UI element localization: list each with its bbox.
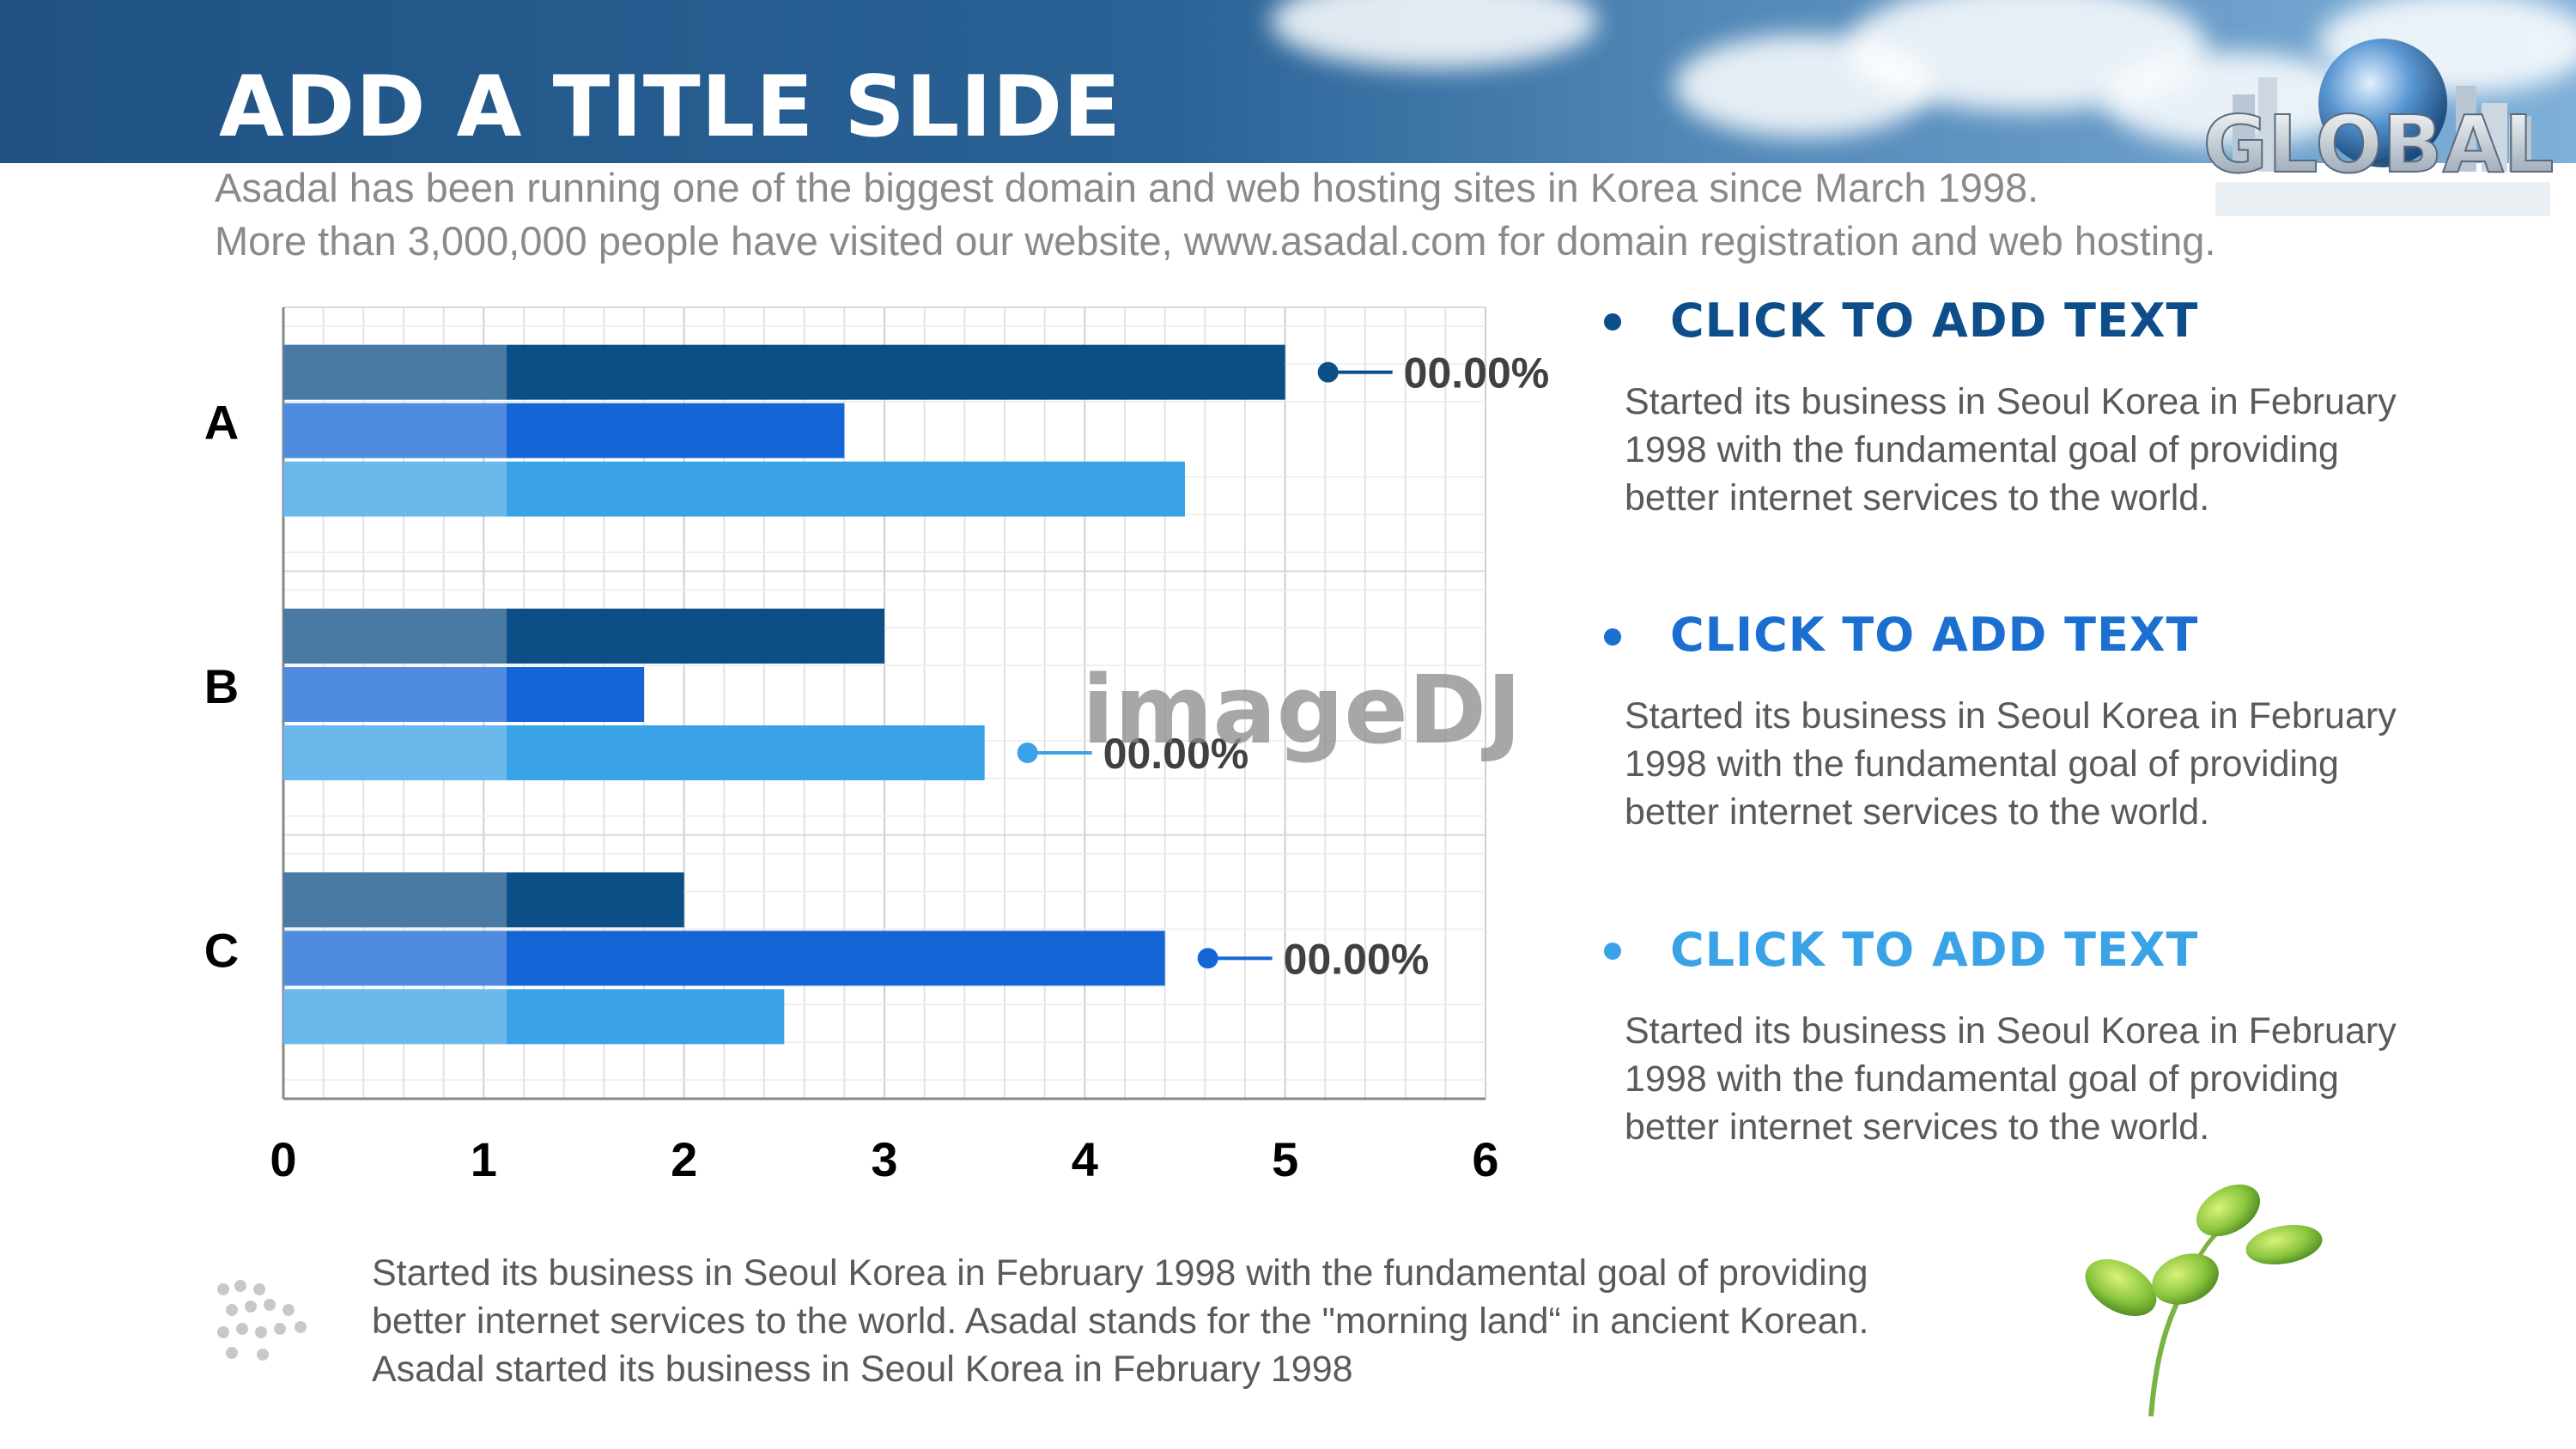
- subtitle-line: Asadal has been running one of the bigge…: [215, 165, 2039, 210]
- footer-line: Asadal started its business in Seoul Kor…: [372, 1349, 1353, 1390]
- bar: [283, 667, 644, 722]
- item-body: Started its business in Seoul Korea in F…: [1625, 695, 2397, 833]
- footer-line: Started its business in Seoul Korea in F…: [372, 1252, 1868, 1294]
- category-label: C: [204, 923, 239, 977]
- x-tick-label: 5: [1272, 1132, 1298, 1186]
- bar: [283, 872, 684, 928]
- item-body: Started its business in Seoul Korea in F…: [1625, 1010, 2397, 1148]
- watermark-text: imageDJ: [1082, 655, 1522, 765]
- annotation-label: 00.00%: [1404, 349, 1550, 397]
- bar: [283, 989, 785, 1045]
- x-tick-label: 2: [671, 1132, 697, 1186]
- bar: [283, 344, 1285, 400]
- bar: [283, 609, 884, 664]
- bar-highlight: [283, 872, 507, 928]
- bar: [283, 403, 845, 458]
- bar-highlight: [283, 461, 507, 517]
- bullet-icon: [1604, 943, 1621, 960]
- header-banner: ADD A TITLE SLIDE: [0, 0, 2576, 163]
- category-label: B: [204, 659, 239, 713]
- x-tick-label: 3: [871, 1132, 897, 1186]
- bar-highlight: [283, 609, 507, 664]
- footer-text: Started its business in Seoul Korea in F…: [372, 1249, 2055, 1393]
- bar-highlight: [283, 725, 507, 780]
- bar: [283, 461, 1185, 517]
- global-logo: GLOBAL: [2202, 39, 2555, 216]
- global-logo-text: GLOBAL: [2202, 99, 2554, 191]
- item-body: Started its business in Seoul Korea in F…: [1625, 381, 2397, 518]
- x-tick-label: 0: [270, 1132, 296, 1186]
- sprout-icon: [2085, 1184, 2323, 1417]
- bar-highlight: [283, 403, 507, 458]
- bar-highlight: [283, 989, 507, 1045]
- footer-line: better internet services to the world. A…: [372, 1300, 1869, 1342]
- cloud-shape: [1271, 0, 1597, 69]
- x-tick-label: 6: [1472, 1132, 1498, 1186]
- bar-highlight: [283, 344, 507, 400]
- subtitle: Asadal has been running one of the bigge…: [215, 161, 2215, 268]
- bar-highlight: [283, 931, 507, 986]
- annotation-label: 00.00%: [1103, 730, 1249, 778]
- dots-decoration-icon: [217, 1280, 307, 1361]
- bar: [283, 931, 1165, 986]
- globe-icon: [2318, 39, 2447, 167]
- item-heading[interactable]: CLICK TO ADD TEXT: [1670, 608, 2199, 662]
- bullet-icon: [1604, 313, 1621, 330]
- bullet-icon: [1604, 628, 1621, 646]
- bar: [283, 725, 985, 780]
- item-heading[interactable]: CLICK TO ADD TEXT: [1670, 294, 2199, 348]
- subtitle-line: More than 3,000,000 people have visited …: [215, 218, 2216, 264]
- x-tick-label: 1: [471, 1132, 497, 1186]
- bar-highlight: [283, 667, 507, 722]
- annotation-label: 00.00%: [1284, 935, 1430, 983]
- item-heading[interactable]: CLICK TO ADD TEXT: [1670, 923, 2199, 977]
- x-tick-label: 4: [1072, 1132, 1098, 1186]
- slide-title: ADD A TITLE SLIDE: [219, 58, 1122, 156]
- category-label: A: [204, 396, 239, 450]
